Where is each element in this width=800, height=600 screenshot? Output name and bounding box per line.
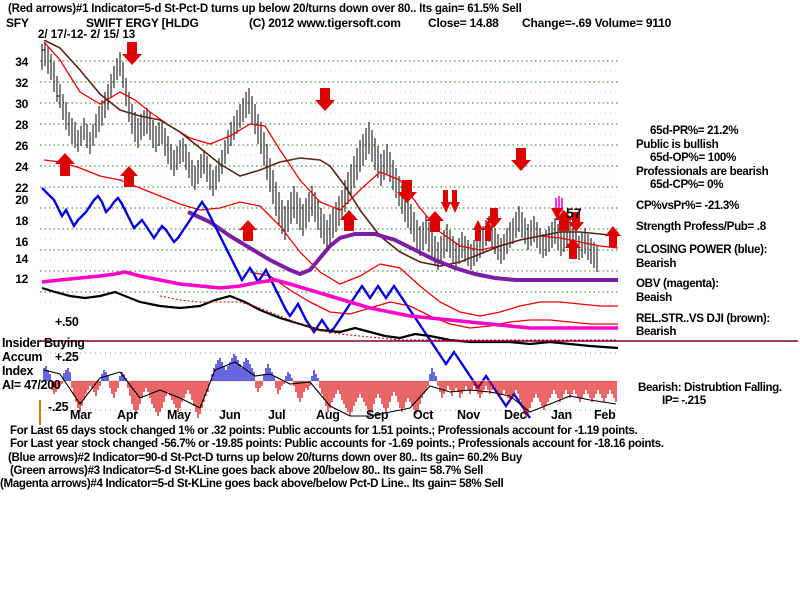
accum-label: Accum [2,350,43,364]
accum-smoothing-line [43,361,617,417]
chart-svg: 57 [39,40,798,425]
x-axis-month-nov: Nov [457,408,481,422]
x-axis-month-may: May [167,408,191,422]
cp65-value: 65d-CP%= 0% [650,178,724,192]
signal-arrows [55,42,621,259]
footer-line-65day: For Last 65 days stock changed 1% or .32… [10,424,638,437]
lower-red-band-2 [249,271,618,329]
cp-vs-pr-value: CP%vsPr%= -21.3% [636,198,739,212]
distribution-state: Bearish: Distrubtion Falling. [638,381,782,394]
obv-line [41,270,618,330]
relative-strength-line [41,286,619,350]
y-axis-label-14: 14 [15,252,28,266]
x-axis-month-sep: Sep [366,408,389,422]
y-axis-label-24: 24 [15,160,28,174]
spacer-5 [636,305,800,312]
y-axis-label-30: 30 [15,97,28,111]
ai-value-label: AI= 47/200 [2,378,61,392]
lower-red-band [43,159,618,317]
copyright-text: (C) 2012 www.tigersoft.com [249,16,401,30]
x-axis-month-dec: Dec [504,408,527,422]
relstr-value: Bearish [636,325,677,339]
price-ohlc-bars [41,42,598,272]
y-axis-label-20: 20 [15,193,28,207]
accum-histogram [43,354,617,418]
quote-line: SFY SWIFT ERGY [HLDG (C) 2012 www.tigers… [6,16,800,30]
x-axis-month-jun: Jun [219,408,241,422]
y-axis-label-12: 12 [15,272,28,286]
change-volume: Change=-.69 Volume= 9110 [522,16,672,30]
analysis-panel: 65d-PR%= 21.2% Public is bullish 65d-OP%… [636,124,800,339]
close-price: Close= 14.88 [428,16,499,30]
y-axis-label-32: 32 [15,76,28,90]
y-axis-label-16: 16 [15,235,28,249]
footer-indicator-3: (Green arrows)#3 Indicator=5-d St-KLine … [10,463,484,477]
index-label: Index [2,364,34,378]
ticker-symbol: SFY [6,16,29,30]
gridlines-accum [40,352,620,411]
y-axis-label-26: 26 [15,139,28,153]
strength-ratio: Strength Profess/Pub= .8 [636,219,766,233]
brown-moving-average [43,40,619,267]
footer-indicator-4: (Magenta arrows)#4 Indicator=5-d St-KLin… [0,477,504,491]
closing-power-title: CLOSING POWER (blue): [636,243,768,257]
x-axis-month-jul: Jul [268,408,286,422]
x-axis-month-aug: Aug [316,408,340,422]
purple-moving-average [187,210,618,282]
closing-power-line [41,187,531,419]
obv-value: Beaish [636,290,672,304]
insider-buying-label: Insider Buying [2,336,85,350]
spacer-2 [636,213,800,220]
y-axis-label-22: 22 [15,181,28,195]
subscale-plus-50: +.50 [55,315,79,329]
sell-arrow-down [122,42,584,232]
buy-arrow-up [55,153,621,259]
x-axis-month-jan: Jan [551,408,572,422]
public-state: Public is bullish [636,137,719,151]
magenta-57-marker: 57 [551,196,582,221]
date-range: 2/ 17/-12- 2/ 15/ 13 [38,29,136,41]
pr65-value: 65d-PR%= 21.2% [650,124,739,137]
spacer-1 [636,192,800,199]
subscale-minus-25: -.25 [48,400,69,414]
company-name: SWIFT ERGY [HLDG [86,16,199,30]
x-axis-month-oct: Oct [413,408,434,422]
footer-line-year: For Last year stock changed -56.7% or -1… [10,437,664,451]
y-axis-label-28: 28 [15,118,28,132]
y-axis-label-18: 18 [15,214,28,228]
marker-57-label: 57 [566,205,582,221]
spacer-3 [636,233,800,243]
footer-indicator-2: (Blue arrows)#2 Indicator=90-d St-Pct-D … [8,450,522,464]
ip-value: IP= -.215 [662,394,706,408]
subscale-plus-25: +.25 [55,350,79,364]
indicator-1-headline: (Red arrows)#1 Indicator=5-d St-Pct-D tu… [8,3,522,15]
x-axis-month-mar: Mar [70,408,92,422]
x-axis-month-feb: Feb [594,408,616,422]
professionals-state: Professionals are bearish [636,164,769,178]
distribution-panel: Bearish: Distrubtion Falling. IP= -.215 [638,381,800,408]
x-axis-month-apr: Apr [117,408,138,422]
op65-value: 65d-OP%= 100% [650,151,736,165]
chart-canvas: 57 [0,40,800,425]
obv-title: OBV (magenta): [636,277,719,291]
closing-power-value: Bearish [636,256,677,270]
relative-strength-dotted [159,295,618,341]
relstr-title: REL.STR..VS DJI (brown): [636,311,770,325]
y-axis-label-34: 34 [15,55,28,69]
spacer-4 [636,270,800,277]
footer-notes: For Last 65 days stock changed 1% or .32… [0,424,800,490]
